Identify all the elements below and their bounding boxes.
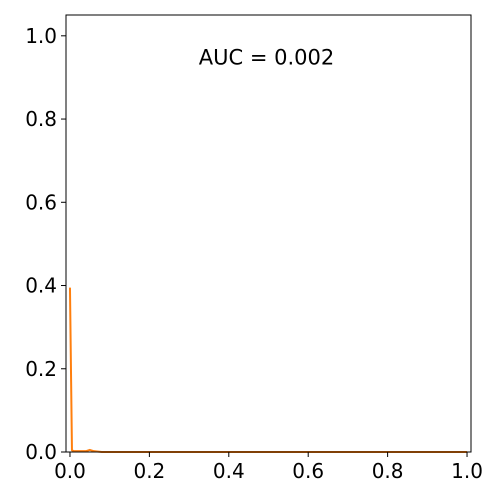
auc-annotation: AUC = 0.002 bbox=[199, 46, 334, 70]
y-tick-label: 0.2 bbox=[25, 357, 57, 381]
x-tick-label: 0.2 bbox=[133, 459, 165, 483]
x-axis-ticks: 0.0 0.2 0.4 0.6 0.8 1.0 bbox=[54, 452, 483, 483]
plot-frame bbox=[65, 14, 472, 453]
y-tick-label: 1.0 bbox=[25, 24, 57, 48]
y-tick-label: 0.0 bbox=[25, 440, 57, 464]
y-axis-ticks: 0.0 0.2 0.4 0.6 0.8 1.0 bbox=[25, 24, 66, 464]
x-tick-label: 0.4 bbox=[213, 459, 245, 483]
y-tick-label: 0.8 bbox=[25, 107, 57, 131]
x-tick-label: 0.0 bbox=[54, 459, 86, 483]
y-tick-label: 0.4 bbox=[25, 274, 57, 298]
x-tick-label: 0.6 bbox=[292, 459, 324, 483]
x-tick-label: 1.0 bbox=[451, 459, 483, 483]
y-tick-label: 0.6 bbox=[25, 190, 57, 214]
x-tick-label: 0.8 bbox=[372, 459, 404, 483]
